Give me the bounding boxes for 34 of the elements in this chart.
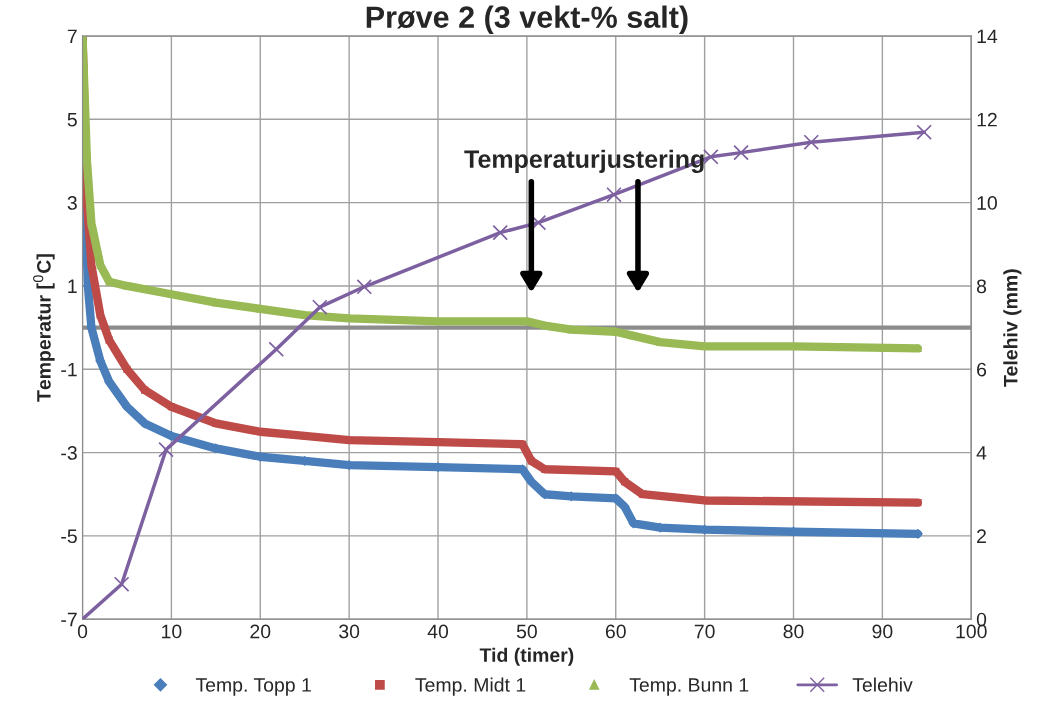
legend-label: Temp. Midt 1	[415, 677, 526, 696]
annotation: Temperaturjustering	[464, 149, 704, 174]
x-tick-label: 40	[427, 624, 449, 639]
y-tick-label: 1	[68, 279, 77, 293]
x-tick-label: 20	[250, 624, 271, 639]
y2-tick-label: 8	[976, 279, 987, 294]
y-tick-label: -5	[61, 529, 77, 544]
y-tick-label: -3	[61, 446, 77, 460]
x-tick-label: 80	[783, 624, 804, 639]
y-tick-label: 7	[67, 29, 77, 44]
y2-tick-label: 2	[977, 529, 986, 543]
y-tick-label: -1	[61, 362, 77, 377]
y2-tick-label: 12	[977, 112, 997, 127]
y-axis-title: Temperatur [$^{0}$C]	[33, 254, 55, 402]
y2-tick-label: 4	[976, 446, 987, 460]
y2-axis-title: Telehiv (mm)	[1003, 269, 1022, 387]
y2-tick-label: 14	[977, 29, 998, 44]
y-tick-label: 3	[67, 196, 77, 210]
y2-tick-label: 10	[977, 196, 997, 210]
legend-label: Temp. Topp 1	[195, 678, 311, 696]
y2-tick-label: 6	[977, 362, 987, 377]
x-tick-label: 10	[162, 624, 182, 639]
legend-label: Temp. Bunn 1	[629, 678, 749, 696]
legend-label: Telehiv	[852, 677, 913, 692]
x-tick-label: 90	[872, 624, 893, 639]
x-axis-title: Tid (timer)	[479, 647, 574, 666]
y-tick-label: 5	[67, 112, 77, 127]
x-tick-label: 60	[605, 624, 626, 639]
x-tick-label: 70	[694, 624, 715, 639]
chart-title: Prøve 2 (3 vekt-% salt)	[366, 5, 688, 35]
y-tick-label: -7	[61, 612, 77, 627]
x-tick-label: 0	[77, 624, 88, 639]
x-tick-label: 50	[516, 624, 537, 639]
x-tick-label: 30	[339, 624, 360, 639]
